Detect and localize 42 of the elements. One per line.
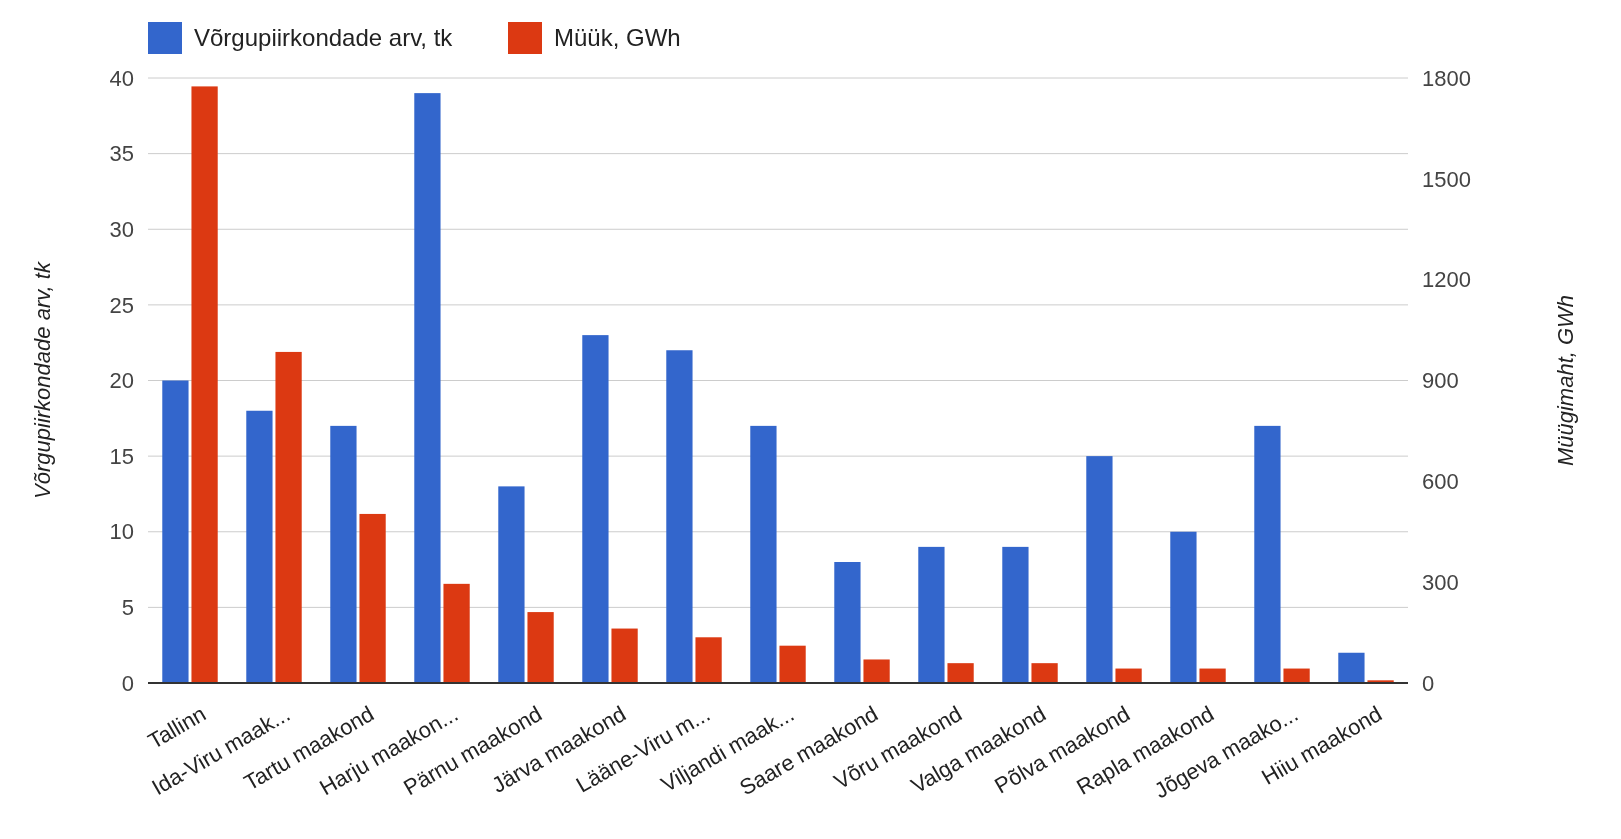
y-tick-label: 20 <box>109 368 134 394</box>
bar <box>1338 652 1365 683</box>
bar <box>1254 425 1281 683</box>
y2-tick-label: 1500 <box>1422 166 1471 192</box>
bar <box>582 335 609 683</box>
bar <box>1002 546 1029 683</box>
bar <box>1170 531 1197 683</box>
bar <box>750 425 777 683</box>
bar <box>1199 668 1226 683</box>
y2-tick-label: 900 <box>1422 368 1459 394</box>
y2-tick-label: 1200 <box>1422 267 1471 293</box>
y-tick-label: 10 <box>109 519 134 545</box>
bar <box>443 583 470 683</box>
y-tick-label: 0 <box>121 670 134 696</box>
bar <box>498 486 525 683</box>
y-tick-label: 25 <box>109 292 134 318</box>
bar <box>414 93 441 683</box>
y-tick-label: 15 <box>109 443 134 469</box>
bar <box>1086 456 1113 683</box>
legend-label: Müük, GWh <box>554 24 681 52</box>
bar <box>947 663 974 683</box>
bar <box>779 645 806 683</box>
y2-tick-label: 600 <box>1422 469 1459 495</box>
bar <box>611 628 638 683</box>
bar <box>695 637 722 683</box>
y2-tick-label: 0 <box>1422 670 1435 696</box>
bar <box>863 659 890 683</box>
bar <box>1115 668 1142 683</box>
legend-label: Võrgupiirkondade arv, tk <box>194 24 454 52</box>
bar <box>666 350 693 683</box>
bar <box>1283 668 1310 683</box>
bar <box>1031 663 1058 683</box>
bar <box>834 562 861 683</box>
y-tick-label: 40 <box>109 65 134 91</box>
y2-tick-label: 1800 <box>1422 65 1471 91</box>
y-tick-label: 5 <box>121 595 134 621</box>
y-axis-title: Võrgupiirkondade arv, tk <box>30 261 55 499</box>
bar <box>918 546 945 683</box>
y-tick-label: 30 <box>109 216 134 242</box>
y2-axis-title: Müügimaht, GWh <box>1553 294 1578 467</box>
y-tick-label: 35 <box>109 141 134 167</box>
y2-tick-label: 300 <box>1422 569 1459 595</box>
